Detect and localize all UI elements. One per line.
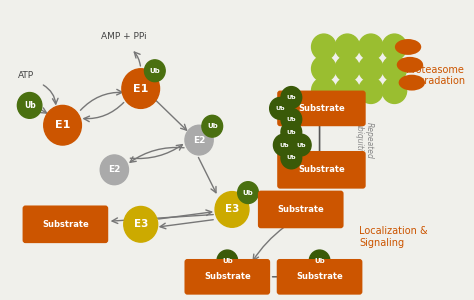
Circle shape — [382, 34, 407, 60]
Text: Ub: Ub — [222, 258, 233, 264]
Circle shape — [309, 250, 330, 272]
FancyBboxPatch shape — [277, 151, 365, 189]
Circle shape — [382, 56, 407, 82]
Circle shape — [270, 98, 291, 119]
FancyBboxPatch shape — [258, 190, 344, 228]
FancyBboxPatch shape — [23, 206, 108, 243]
Text: Ub: Ub — [287, 155, 296, 160]
Circle shape — [237, 182, 258, 203]
Circle shape — [18, 92, 42, 118]
Circle shape — [359, 78, 383, 104]
Text: E1: E1 — [133, 84, 148, 94]
Text: Substrate: Substrate — [204, 272, 251, 281]
Circle shape — [217, 250, 237, 272]
Circle shape — [281, 87, 301, 108]
Text: Localization &
Signaling: Localization & Signaling — [359, 226, 428, 248]
Circle shape — [291, 134, 311, 156]
Circle shape — [311, 56, 336, 82]
Circle shape — [122, 69, 160, 108]
Text: Ub: Ub — [149, 68, 160, 74]
Text: Ub: Ub — [314, 258, 325, 264]
Circle shape — [44, 105, 82, 145]
Circle shape — [359, 56, 383, 82]
Circle shape — [145, 60, 165, 82]
Circle shape — [311, 78, 336, 104]
Text: Substrate: Substrate — [42, 220, 89, 229]
Text: AMP + PPi: AMP + PPi — [101, 32, 146, 40]
Circle shape — [311, 34, 336, 60]
Text: Ub: Ub — [287, 130, 296, 135]
FancyBboxPatch shape — [277, 259, 363, 295]
Ellipse shape — [397, 57, 423, 73]
Text: Ub: Ub — [296, 142, 305, 148]
Text: Proteasome
degradation: Proteasome degradation — [406, 65, 465, 86]
Circle shape — [202, 115, 223, 137]
Text: E2: E2 — [193, 136, 205, 145]
Text: Substrate: Substrate — [277, 205, 324, 214]
Text: ATP: ATP — [18, 71, 35, 80]
Text: E3: E3 — [134, 219, 148, 229]
Circle shape — [100, 155, 128, 185]
Text: Ub: Ub — [287, 95, 296, 100]
Text: Ub: Ub — [24, 101, 36, 110]
Circle shape — [335, 34, 360, 60]
Text: Substrate: Substrate — [298, 165, 345, 174]
Circle shape — [335, 78, 360, 104]
Text: Ub: Ub — [279, 142, 289, 148]
Text: Substrate: Substrate — [298, 104, 345, 113]
Circle shape — [382, 78, 407, 104]
Circle shape — [273, 134, 294, 156]
Text: Ub: Ub — [243, 190, 254, 196]
FancyBboxPatch shape — [277, 91, 365, 126]
Circle shape — [215, 192, 249, 227]
FancyBboxPatch shape — [184, 259, 270, 295]
Text: E1: E1 — [55, 120, 70, 130]
Text: Repeated
ubiquitination: Repeated ubiquitination — [355, 122, 374, 175]
Text: E3: E3 — [225, 204, 239, 214]
Text: Substrate: Substrate — [296, 272, 343, 281]
Text: Ub: Ub — [287, 117, 296, 122]
Text: Ub: Ub — [207, 123, 218, 129]
Circle shape — [281, 108, 301, 130]
Circle shape — [281, 121, 301, 143]
Text: E2: E2 — [108, 165, 120, 174]
Circle shape — [185, 125, 213, 155]
Circle shape — [359, 34, 383, 60]
Circle shape — [124, 206, 158, 242]
Ellipse shape — [395, 39, 421, 55]
Circle shape — [281, 147, 301, 169]
Ellipse shape — [399, 75, 425, 91]
Circle shape — [335, 56, 360, 82]
Text: Ub: Ub — [275, 106, 285, 111]
